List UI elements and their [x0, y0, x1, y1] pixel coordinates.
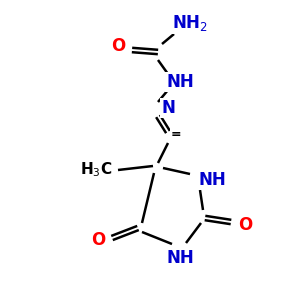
Text: =: = — [171, 128, 181, 140]
Text: O: O — [111, 37, 125, 55]
Text: O: O — [91, 231, 105, 249]
Text: NH$_2$: NH$_2$ — [172, 13, 208, 33]
Text: NH: NH — [166, 249, 194, 267]
Text: H$_3$C: H$_3$C — [80, 161, 112, 179]
Text: NH: NH — [198, 171, 226, 189]
Text: NH: NH — [166, 73, 194, 91]
Text: O: O — [238, 216, 252, 234]
Text: N: N — [161, 99, 175, 117]
